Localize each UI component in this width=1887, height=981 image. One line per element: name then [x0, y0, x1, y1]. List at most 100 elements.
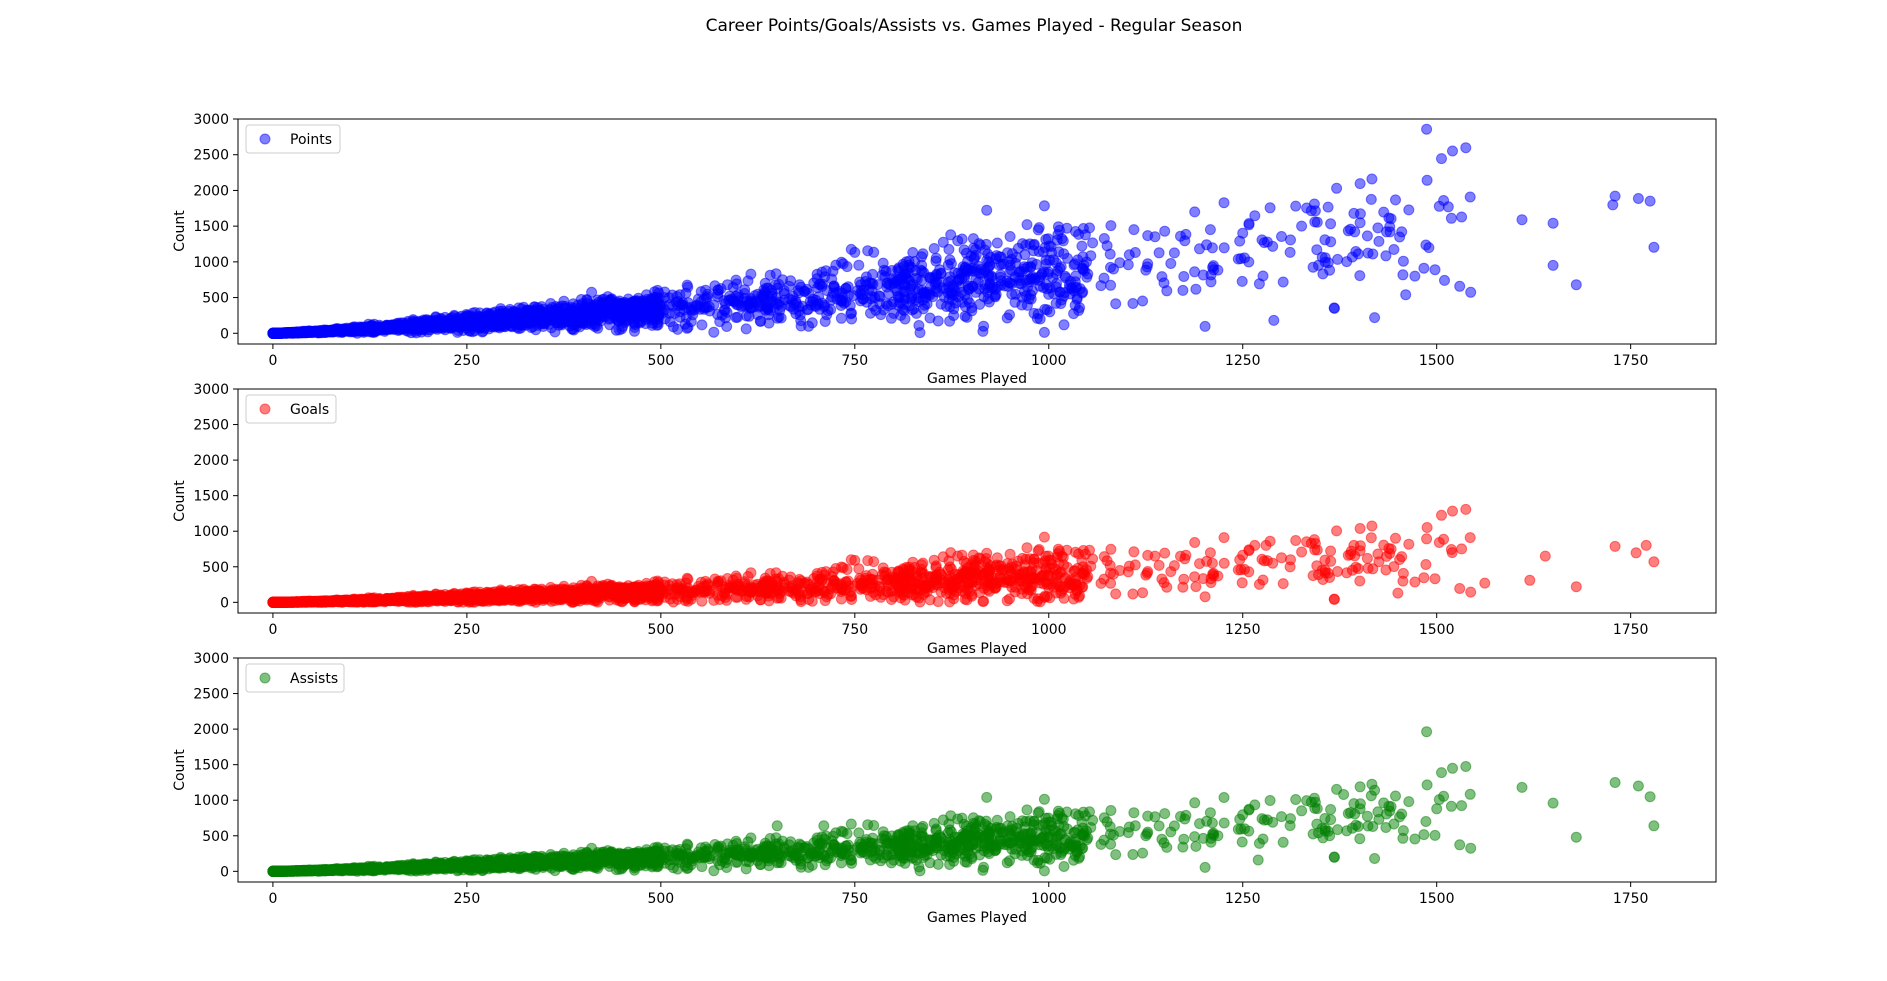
goals-point — [1354, 575, 1366, 587]
points-point — [1052, 221, 1064, 233]
points-point — [1058, 319, 1070, 331]
points-point — [888, 275, 900, 286]
points-y-tick-label: 2000 — [193, 183, 229, 199]
points-y-tick-label: 1000 — [193, 255, 229, 271]
points-point — [1038, 326, 1050, 338]
points-point — [520, 305, 532, 317]
points-point — [979, 264, 991, 276]
goals-point — [1454, 583, 1466, 594]
points-y-tick-label: 2500 — [193, 148, 229, 164]
points-point — [1204, 224, 1216, 236]
points-point — [948, 281, 960, 293]
points-point — [535, 315, 547, 327]
points-point — [1105, 279, 1117, 291]
goals-point — [1206, 557, 1218, 569]
goals-point — [1189, 571, 1201, 583]
points-point — [953, 291, 964, 303]
goals-point — [1366, 520, 1378, 532]
points-point — [1439, 274, 1450, 286]
points-point — [1331, 182, 1343, 194]
points-point — [899, 279, 911, 291]
points-point — [907, 247, 919, 258]
points-point — [1423, 242, 1435, 254]
goals-point — [1365, 532, 1377, 544]
goals-point — [1218, 532, 1230, 544]
points-x-tick-label: 1750 — [1613, 353, 1649, 369]
points-point — [1177, 284, 1189, 296]
goals-point — [1433, 537, 1445, 548]
goals-point — [1098, 551, 1110, 563]
goals-point — [1276, 552, 1287, 564]
goals-point — [1290, 535, 1302, 546]
points-x-ticks: 0 250 500 750 1000 1250 1500 1750 — [268, 344, 1648, 369]
points-point — [1409, 270, 1421, 282]
points-point — [1372, 222, 1384, 234]
points-point — [1464, 191, 1476, 203]
points-point — [930, 252, 942, 264]
points-point — [1285, 234, 1296, 246]
points-point — [857, 293, 868, 305]
points-point — [1021, 299, 1033, 311]
points-point — [1149, 231, 1161, 243]
points-point — [1447, 145, 1458, 157]
points-point — [928, 243, 940, 254]
goals-point — [1331, 525, 1343, 537]
points-point — [1284, 246, 1296, 258]
points-point — [893, 265, 905, 277]
points-point — [330, 325, 342, 336]
points-point — [1644, 195, 1656, 207]
points-point — [844, 300, 856, 312]
points-point — [1123, 249, 1135, 261]
points-point — [1127, 298, 1139, 309]
points-point — [289, 327, 300, 339]
goals-point — [1429, 573, 1441, 585]
points-point — [970, 249, 982, 261]
points-point — [917, 303, 929, 315]
points-point — [934, 264, 946, 276]
points-point — [1110, 298, 1122, 310]
goals-point — [1190, 581, 1202, 593]
goals-point — [1465, 586, 1477, 598]
points-point — [816, 297, 828, 309]
points-legend: Points — [245, 124, 341, 154]
points-point — [1001, 312, 1013, 324]
points-point — [1607, 199, 1619, 211]
points-point — [1383, 212, 1395, 224]
points-point — [1267, 240, 1279, 252]
points-point — [1071, 293, 1083, 305]
points-point — [1328, 302, 1340, 314]
points-point — [1158, 277, 1170, 289]
points-point — [941, 301, 952, 312]
points-y-tick-label: 500 — [202, 291, 229, 307]
goals-point — [1105, 577, 1117, 589]
points-point — [1433, 200, 1445, 212]
points-point — [958, 244, 970, 256]
points-point — [1429, 264, 1441, 276]
points-point — [1369, 312, 1381, 324]
points-point — [816, 281, 828, 292]
points-point — [595, 299, 607, 311]
points-point — [849, 246, 861, 258]
points-point — [1038, 200, 1050, 212]
points-point — [1085, 250, 1097, 262]
points-x-tick-label: 1000 — [1031, 353, 1067, 369]
goals-point — [961, 584, 973, 596]
points-point — [361, 321, 373, 333]
points-point — [1465, 286, 1477, 298]
points-point — [1454, 280, 1466, 292]
points-point — [1570, 279, 1582, 291]
goals-point — [1137, 587, 1149, 599]
goals-point — [1367, 563, 1379, 575]
points-point — [1218, 242, 1230, 254]
points-point — [937, 236, 949, 248]
points-point — [659, 286, 671, 298]
goals-point — [1383, 543, 1395, 554]
goals-point — [1168, 560, 1180, 572]
points-point — [760, 301, 772, 313]
points-point — [610, 324, 622, 336]
goals-point — [1189, 537, 1201, 548]
points-point — [1388, 244, 1400, 255]
points-point — [1397, 269, 1409, 281]
points-point — [885, 312, 897, 324]
